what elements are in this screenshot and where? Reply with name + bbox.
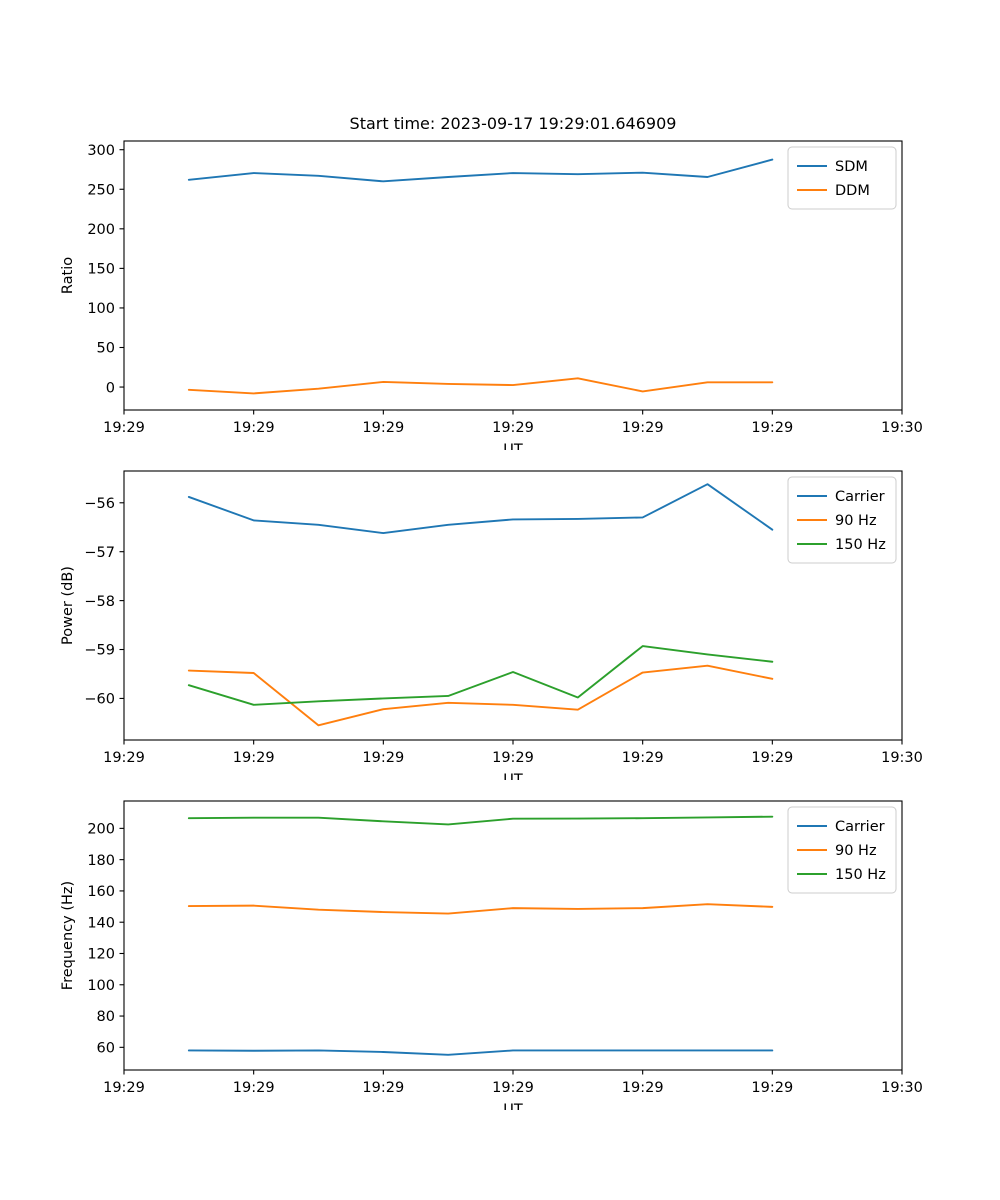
panel-title: Start time: 2023-09-17 19:29:01.646909 bbox=[350, 114, 677, 133]
y-tick-label: −59 bbox=[84, 643, 115, 659]
legend-label-150-hz: 150 Hz bbox=[835, 867, 886, 883]
y-tick-label: 200 bbox=[87, 222, 115, 238]
series-line-150-hz bbox=[187, 645, 774, 706]
y-axis-label: Power (dB) bbox=[60, 566, 76, 645]
ratio-plot-svg: Start time: 2023-09-17 19:29:01.646909 0 5… bbox=[60, 114, 923, 450]
y-tick-label: 60 bbox=[97, 1041, 115, 1057]
legend-label-sdm: SDM bbox=[835, 159, 868, 175]
x-tick-label: 19:29 bbox=[362, 1080, 404, 1096]
subplot-frequency: 60 80 100 120 140 160 180 200 19:29 19:29 19:29 19:… bbox=[0, 660, 1000, 1200]
x-tick-label: 19:29 bbox=[103, 1080, 145, 1096]
legend-label-carrier: Carrier bbox=[835, 819, 885, 835]
x-tick-label: 19:29 bbox=[362, 420, 404, 436]
y-tick-label: 80 bbox=[97, 1009, 115, 1025]
ratio-plot-group: Start time: 2023-09-17 19:29:01.646909 0 5… bbox=[60, 114, 923, 450]
series-line-carrier bbox=[187, 483, 774, 535]
x-tick-label: 19:29 bbox=[233, 420, 275, 436]
legend-box bbox=[787, 476, 897, 564]
x-tick-label: 19:29 bbox=[622, 750, 664, 766]
x-axis-label: UT bbox=[503, 442, 523, 450]
x-tick-label: 19:29 bbox=[751, 420, 793, 436]
series-line-carrier bbox=[187, 1049, 774, 1056]
y-tick-label: −58 bbox=[84, 594, 115, 610]
x-axis-label: UT bbox=[503, 772, 523, 780]
axes-frame bbox=[123, 800, 903, 1071]
x-tick-label: 19:30 bbox=[881, 420, 923, 436]
x-tick-label: 19:29 bbox=[492, 420, 534, 436]
frequency-plot-group: 60 80 100 120 140 160 180 200 19:29 19:29 19:29 19:… bbox=[60, 800, 923, 1110]
x-tick-label: 19:29 bbox=[233, 1080, 275, 1096]
x-tick-label: 19:29 bbox=[103, 420, 145, 436]
series-line-ddm bbox=[187, 377, 774, 395]
x-tick-label: 19:29 bbox=[751, 750, 793, 766]
y-tick-label: −60 bbox=[84, 692, 115, 708]
x-tick-label: 19:29 bbox=[233, 750, 275, 766]
series-line-90-hz bbox=[187, 664, 774, 727]
y-tick-label: −57 bbox=[84, 545, 115, 561]
x-tick-label: 19:29 bbox=[751, 1080, 793, 1096]
series-line-90-hz bbox=[187, 903, 774, 915]
series-line-150-hz bbox=[187, 815, 774, 826]
legend-label-carrier: Carrier bbox=[835, 489, 885, 505]
subplot-power: −60 −59 −58 −57 −56 19:29 19:29 19:29 19:29 19:29… bbox=[0, 330, 1000, 780]
legend-label-ddm: DDM bbox=[835, 183, 870, 199]
y-tick-label: 120 bbox=[87, 947, 115, 963]
x-tick-label: 19:29 bbox=[492, 1080, 534, 1096]
y-tick-label: 300 bbox=[87, 143, 115, 159]
legend-box bbox=[787, 806, 897, 894]
y-tick-label: 50 bbox=[97, 341, 115, 357]
x-tick-label: 19:29 bbox=[492, 750, 534, 766]
y-tick-label: 250 bbox=[87, 182, 115, 198]
x-tick-label: 19:30 bbox=[881, 750, 923, 766]
x-tick-label: 19:29 bbox=[622, 1080, 664, 1096]
legend-label-150-hz: 150 Hz bbox=[835, 537, 886, 553]
y-tick-label: −56 bbox=[84, 496, 115, 512]
y-tick-label: 150 bbox=[87, 262, 115, 278]
y-tick-label: 100 bbox=[87, 978, 115, 994]
legend-label-90-hz: 90 Hz bbox=[835, 843, 877, 859]
x-tick-label: 19:30 bbox=[881, 1080, 923, 1096]
legend-label-90-hz: 90 Hz bbox=[835, 513, 877, 529]
power-plot-svg: −60 −59 −58 −57 −56 19:29 19:29 19:29 19:29 19:29… bbox=[60, 470, 923, 780]
x-tick-label: 19:29 bbox=[362, 750, 404, 766]
x-axis-label: UT bbox=[503, 1102, 523, 1110]
y-tick-label: 200 bbox=[87, 822, 115, 838]
y-tick-label: 160 bbox=[87, 884, 115, 900]
y-axis-label: Ratio bbox=[60, 257, 76, 294]
y-tick-label: 140 bbox=[87, 915, 115, 931]
y-axis-label: Frequency (Hz) bbox=[60, 881, 76, 990]
x-tick-label: 19:29 bbox=[103, 750, 145, 766]
y-tick-label: 180 bbox=[87, 853, 115, 869]
frequency-plot-svg: 60 80 100 120 140 160 180 200 19:29 19:29 19:29 19:… bbox=[60, 800, 923, 1110]
power-plot-group: −60 −59 −58 −57 −56 19:29 19:29 19:29 19:29 19:29… bbox=[60, 470, 923, 780]
y-tick-label: 100 bbox=[87, 301, 115, 317]
y-tick-label: 0 bbox=[106, 380, 115, 396]
legend-box bbox=[787, 146, 897, 210]
x-tick-label: 19:29 bbox=[622, 420, 664, 436]
series-line-sdm bbox=[187, 158, 774, 183]
subplot-ratio: Start time: 2023-09-17 19:29:01.646909 0 5… bbox=[0, 0, 1000, 450]
